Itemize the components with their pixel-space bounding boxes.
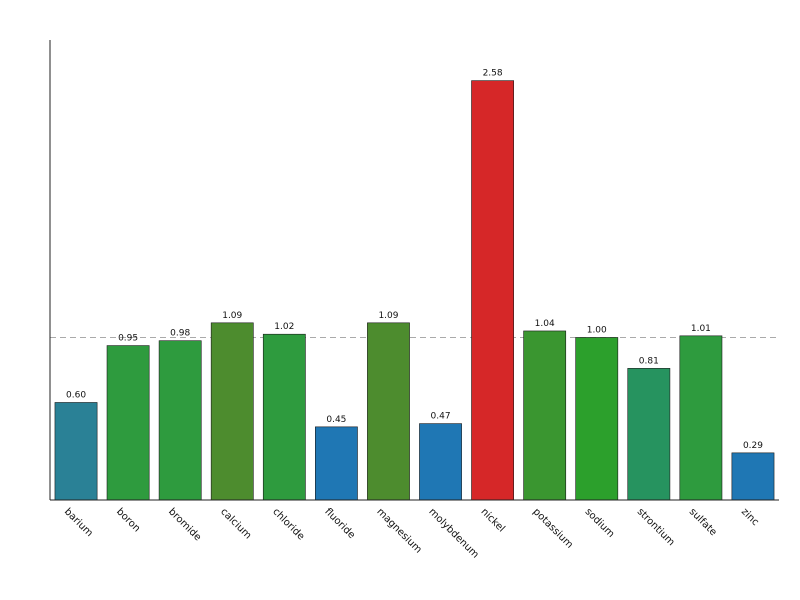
bar-magnesium [367,322,410,501]
bar-chloride [262,333,306,501]
x-tick-label-chloride: chloride [270,506,306,542]
value-label-nickel: 2.58 [483,69,503,79]
value-label-bromide: 0.98 [170,329,190,339]
value-label-barium: 0.60 [66,390,86,400]
x-tick-labels-group: barium boron bromide calcium chloride fluorid… [62,506,761,560]
value-labels-group: 0.60 0.95 0.98 1.09 1.02 0.45 1.09 0.47 2.58 1.04… [66,69,763,451]
x-tick-label-zinc: zinc [739,506,761,528]
x-tick-label-barium: barium [62,506,95,539]
bar-strontium [627,368,671,501]
x-tick-label-potassium: potassium [531,506,575,550]
value-label-calcium: 1.09 [222,311,242,321]
x-tick-label-calcium: calcium [218,506,253,541]
bar-calcium [210,322,254,501]
x-tick-label-fluoride: fluoride [322,506,357,541]
x-tick-label-bromide: bromide [166,506,203,543]
x-tick-label-molybdenum: molybdenum [426,506,480,560]
bar-barium [54,402,98,501]
bar-sulfate [679,335,723,501]
value-label-potassium: 1.04 [535,319,555,329]
x-tick-label-boron: boron [114,506,142,534]
bar-sodium [575,337,619,501]
x-tick-label-sulfate: sulfate [687,506,719,538]
x-tick-label-sodium: sodium [583,506,617,540]
value-label-sulfate: 1.01 [691,324,711,334]
x-tick-label-magnesium: magnesium [374,506,423,555]
value-label-strontium: 0.81 [639,356,659,366]
bar-molybdenum [419,423,462,501]
value-label-chloride: 1.02 [274,322,294,332]
bar-zinc [731,452,775,501]
bar-fluoride [315,426,358,501]
value-label-magnesium: 1.09 [378,311,398,321]
x-tick-label-strontium: strontium [635,506,677,548]
value-label-molybdenum: 0.47 [431,412,451,422]
bars-group [54,80,775,501]
value-label-fluoride: 0.45 [326,415,346,425]
value-label-sodium: 1.00 [587,325,607,335]
x-tick-label-nickel: nickel [478,506,506,534]
bar-boron [106,345,150,501]
bar-bromide [158,340,202,501]
bar-nickel [471,80,514,501]
value-label-zinc: 0.29 [743,441,763,451]
value-label-boron: 0.95 [118,334,138,344]
bar-potassium [523,330,567,501]
